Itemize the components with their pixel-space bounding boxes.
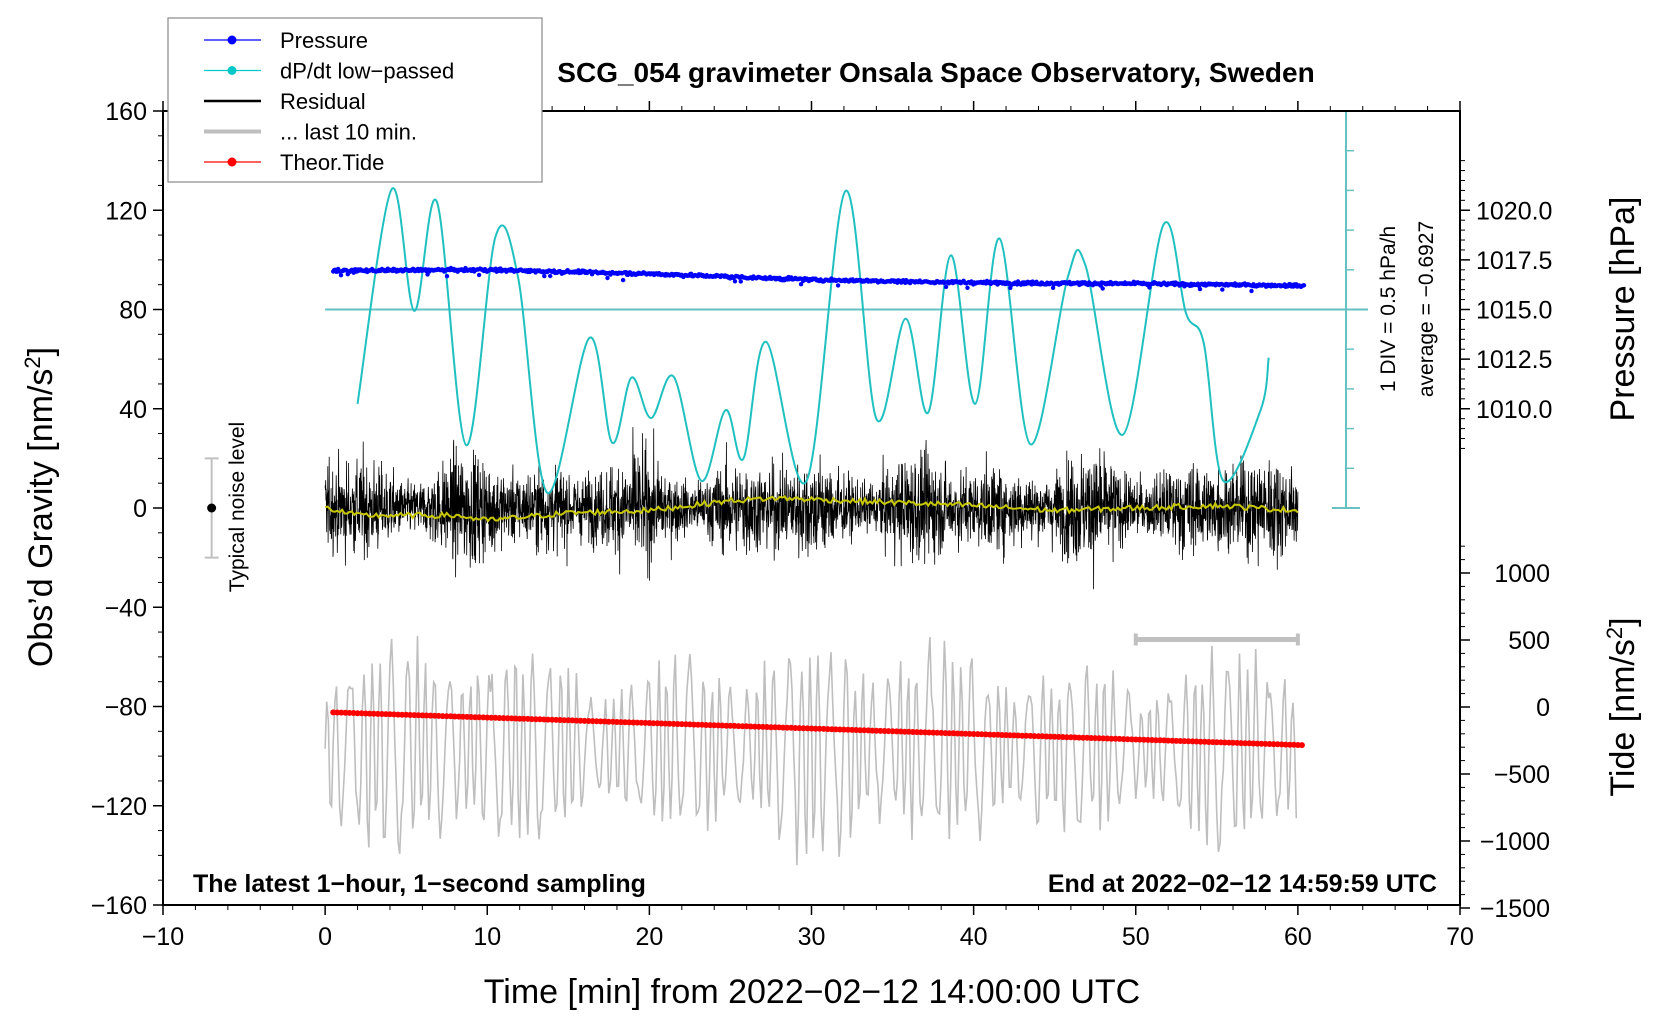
bracket: ] [22,347,60,356]
pressure-point [1220,287,1225,292]
annotation-end-time: End at 2022−02−12 14:59:59 UTC [1048,870,1437,898]
dpdt-trace [356,187,1270,494]
tide-tick-label: −1000 [1480,828,1550,856]
pressure-point [732,279,738,284]
pressure-point [548,273,553,279]
tide-tick-label: −500 [1494,761,1550,789]
x-tick-label: 30 [798,923,826,951]
legend-label: dP/dt low−passed [280,59,454,84]
pressure-point [620,277,626,283]
x-tick-label: 20 [635,923,663,951]
x-tick-label: 0 [318,923,332,951]
bracket: ] [1604,617,1642,626]
tide-tick-label: −1500 [1480,895,1550,923]
legend-label: ... last 10 min. [280,120,417,145]
legend-marker [227,35,237,45]
pressure-point [835,283,841,288]
y-left-tick-label: 80 [119,297,147,325]
dpdt-average-label: average = −0.6927 [1415,221,1438,397]
pressure-point [476,272,482,278]
noise-level-label: Typical noise level [226,422,249,592]
pressure-point [605,275,610,281]
pressure-axis-title: Pressure [hPa] [1604,197,1642,422]
legend-label: Residual [280,89,366,114]
series-layer [204,110,1368,866]
pressure-point [1301,283,1307,288]
pressure-point [1050,285,1056,290]
annotation-sampling: The latest 1−hour, 1−second sampling [193,870,646,898]
y-left-axis-title: Obs’d Gravity [nm/s2] [20,347,61,667]
x-tick-label: 10 [473,923,501,951]
legend: Pressure dP/dt low−passed Residual ... last… [167,17,543,183]
tide-point [1298,742,1305,749]
legend-marker [227,66,237,75]
x-tick-label: 70 [1446,923,1474,951]
tide-axis-title: Tide [nm/s2] [1602,617,1643,796]
y-left-tick-label: −160 [91,892,147,920]
axes-layer: −10 0 10 20 30 40 50 60 70 160 120 80 40 0 −40 −80 −120 −… [91,98,1553,951]
y-left-tick-label: −120 [91,793,147,821]
x-tick-label: 50 [1122,923,1150,951]
residual-trace [324,427,1299,590]
x-axis-title: Time [min] from 2022−02−12 14:00:00 UTC [484,973,1140,1011]
tide-axis-title-text: Tide [nm/s [1604,639,1642,796]
pressure-tick-label: 1020.0 [1476,197,1552,225]
pressure-point [965,285,970,290]
pressure-point [444,274,450,279]
x-tick-label: 60 [1284,923,1312,951]
pressure-point [798,282,804,287]
pressure-point [1100,286,1105,291]
pressure-point [1197,286,1203,292]
chart-title: SCG_054 gravimeter Onsala Space Observat… [557,57,1314,88]
legend-label: Pressure [280,28,368,53]
last-10-min-trace [324,635,1298,866]
y-left-tick-label: 0 [133,495,147,523]
tide-tick-label: 500 [1508,627,1550,655]
pressure-tick-label: 1012.5 [1476,346,1552,374]
legend-label: Theor.Tide [280,150,384,175]
x-tick-label: 40 [960,923,988,951]
y-left-tick-label: −40 [105,594,147,622]
pressure-point [1249,288,1254,294]
y-left-tick-label: 120 [105,197,147,225]
superscript: 2 [20,356,45,368]
y-left-tick-label: −80 [105,694,147,722]
tide-tick-label: 1000 [1494,560,1550,588]
y-left-tick-label: 160 [105,98,147,126]
pressure-point [943,284,949,290]
y-left-tick-label: 40 [119,396,147,424]
tide-tick-label: 0 [1536,694,1550,722]
pressure-tick-label: 1015.0 [1476,297,1552,325]
x-tick-label: −10 [142,923,184,951]
noise-bar-center [207,503,217,513]
superscript: 2 [1602,627,1627,639]
pressure-point [738,279,743,284]
dpdt-div-label: 1 DIV = 0.5 hPa/h [1377,226,1400,392]
pressure-point [542,273,547,279]
legend-marker [227,157,237,167]
y-left-axis-title-text: Obs’d Gravity [nm/s [22,369,60,668]
residual-smoothed-trace [324,494,1299,523]
pressure-point [338,273,344,278]
pressure-tick-label: 1010.0 [1476,396,1552,424]
pressure-tick-label: 1017.5 [1476,247,1552,275]
